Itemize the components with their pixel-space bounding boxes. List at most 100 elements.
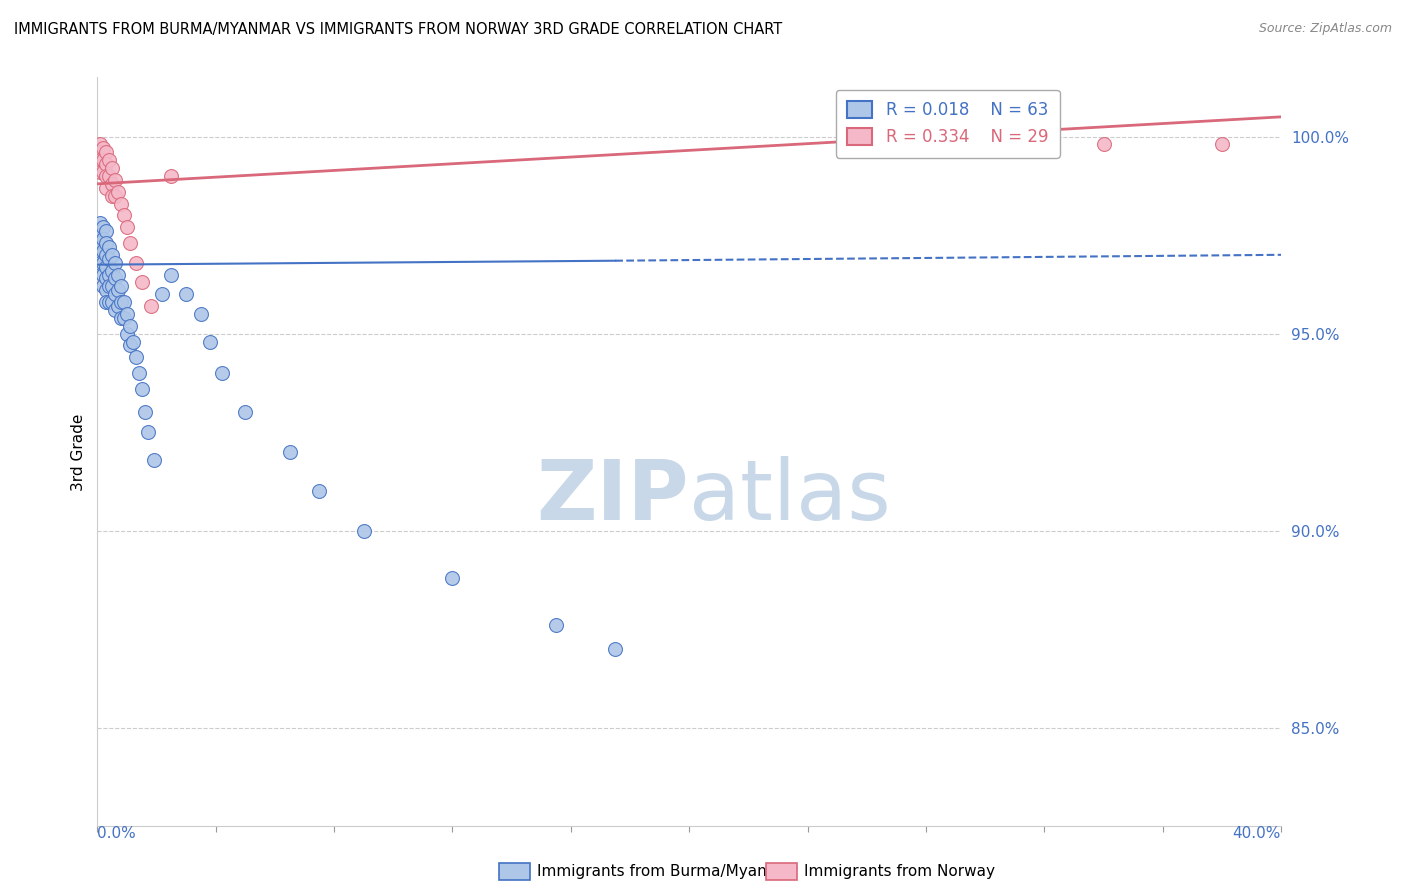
Point xyxy=(89,165,111,179)
Point xyxy=(96,283,118,297)
Point xyxy=(101,263,124,277)
Point xyxy=(101,295,124,310)
Point xyxy=(1092,137,1115,152)
Point xyxy=(107,185,129,199)
Point xyxy=(104,303,127,318)
Point xyxy=(152,287,174,301)
Point xyxy=(96,169,118,183)
Point xyxy=(190,307,212,321)
Point xyxy=(107,268,129,282)
Point xyxy=(441,571,464,585)
Text: atlas: atlas xyxy=(689,457,891,537)
Point xyxy=(96,235,118,250)
Point xyxy=(308,484,330,499)
Point xyxy=(605,642,627,657)
Y-axis label: 3rd Grade: 3rd Grade xyxy=(72,413,86,491)
Point xyxy=(91,279,114,293)
Point xyxy=(211,366,233,380)
Point xyxy=(96,145,118,160)
Point xyxy=(110,310,132,325)
Point xyxy=(104,173,127,187)
Point xyxy=(115,220,138,235)
Point xyxy=(98,240,121,254)
Point xyxy=(121,334,143,349)
Point xyxy=(142,452,165,467)
Point xyxy=(91,153,114,168)
Point xyxy=(89,255,111,269)
Point xyxy=(112,208,135,222)
Point xyxy=(96,181,118,195)
Point xyxy=(544,618,567,632)
Point xyxy=(104,287,127,301)
Point xyxy=(139,299,162,313)
Point xyxy=(118,235,141,250)
Point xyxy=(96,157,118,171)
Text: IMMIGRANTS FROM BURMA/MYANMAR VS IMMIGRANTS FROM NORWAY 3RD GRADE CORRELATION CH: IMMIGRANTS FROM BURMA/MYANMAR VS IMMIGRA… xyxy=(14,22,782,37)
Point xyxy=(89,235,111,250)
Point xyxy=(101,279,124,293)
Point xyxy=(125,255,148,269)
Point xyxy=(91,244,114,258)
Point xyxy=(101,248,124,262)
Point xyxy=(118,338,141,352)
Point xyxy=(98,295,121,310)
Point xyxy=(104,188,127,202)
Point xyxy=(118,318,141,333)
Point xyxy=(198,334,221,349)
Point xyxy=(98,279,121,293)
Point xyxy=(160,169,183,183)
Point xyxy=(89,228,111,243)
Point xyxy=(91,232,114,246)
Text: 0.0%: 0.0% xyxy=(97,826,136,841)
Point xyxy=(353,524,375,538)
Point xyxy=(233,405,256,419)
Point xyxy=(278,445,301,459)
Point xyxy=(98,268,121,282)
Point xyxy=(115,307,138,321)
Point xyxy=(110,279,132,293)
Point xyxy=(89,216,111,230)
Point xyxy=(101,188,124,202)
Point xyxy=(96,271,118,285)
Point xyxy=(96,260,118,274)
Text: Immigrants from Norway: Immigrants from Norway xyxy=(804,864,995,879)
Point xyxy=(98,252,121,266)
Point xyxy=(131,276,153,290)
Point xyxy=(160,268,183,282)
Text: ZIP: ZIP xyxy=(537,457,689,537)
Point xyxy=(110,196,132,211)
Point xyxy=(96,248,118,262)
Point xyxy=(174,287,197,301)
Point xyxy=(115,326,138,341)
Point xyxy=(128,366,150,380)
Point xyxy=(96,295,118,310)
Point xyxy=(101,161,124,175)
Point xyxy=(98,169,121,183)
Point xyxy=(136,425,159,439)
Point xyxy=(89,137,111,152)
Point xyxy=(91,165,114,179)
Point xyxy=(134,405,156,419)
Point xyxy=(107,283,129,297)
Point xyxy=(96,224,118,238)
Text: Immigrants from Burma/Myanmar: Immigrants from Burma/Myanmar xyxy=(537,864,797,879)
Point xyxy=(107,299,129,313)
Point xyxy=(89,248,111,262)
Text: Source: ZipAtlas.com: Source: ZipAtlas.com xyxy=(1258,22,1392,36)
Point xyxy=(101,177,124,191)
Text: 40.0%: 40.0% xyxy=(1233,826,1281,841)
Point xyxy=(131,382,153,396)
Point xyxy=(89,145,111,160)
Point xyxy=(110,295,132,310)
Point xyxy=(125,351,148,365)
Point xyxy=(112,310,135,325)
Point xyxy=(104,255,127,269)
Point xyxy=(112,295,135,310)
Point xyxy=(89,153,111,168)
Point xyxy=(98,153,121,168)
Point xyxy=(1211,137,1233,152)
Point xyxy=(91,255,114,269)
Point xyxy=(91,268,114,282)
Legend: R = 0.018    N = 63, R = 0.334    N = 29: R = 0.018 N = 63, R = 0.334 N = 29 xyxy=(835,89,1060,158)
Point xyxy=(91,220,114,235)
